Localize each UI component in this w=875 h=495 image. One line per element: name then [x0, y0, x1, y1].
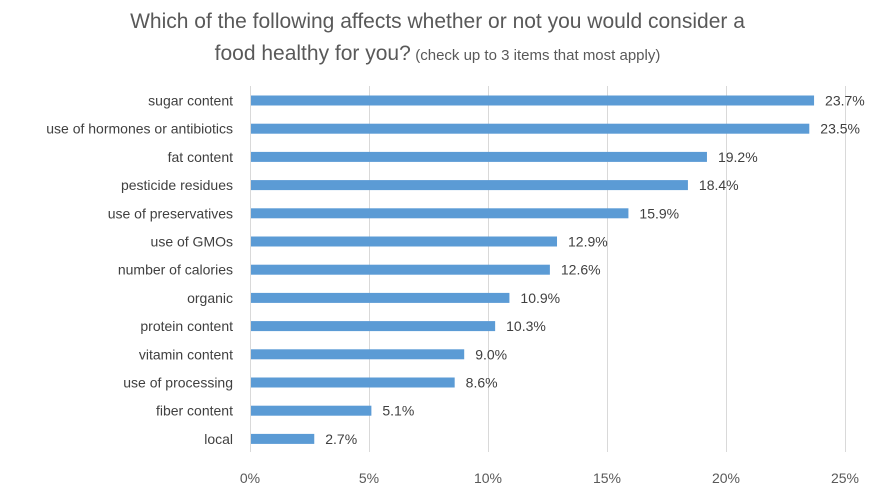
category-label: use of preservatives	[108, 205, 233, 221]
category-label: use of processing	[123, 375, 233, 391]
x-tick-label: 20%	[712, 470, 740, 486]
value-label: 23.5%	[820, 121, 860, 137]
value-label: 10.3%	[506, 318, 546, 334]
value-label: 9.0%	[475, 346, 507, 362]
value-labels: 23.7% 23.5% 19.2% 18.4% 15.9% 12.9% 12.6%10.9%…	[325, 93, 865, 447]
bar	[251, 349, 465, 360]
value-label: 19.2%	[718, 149, 758, 165]
value-label: 15.9%	[639, 205, 679, 221]
category-label: local	[204, 431, 233, 447]
bar	[251, 321, 496, 332]
category-label: use of GMOs	[151, 234, 233, 250]
chart-title-line1: Which of the following affects whether o…	[130, 10, 745, 33]
x-tick-label: 15%	[593, 470, 621, 486]
bar	[251, 151, 707, 162]
x-tick-label: 10%	[474, 470, 502, 486]
category-labels: sugar content use of hormones or antibiot…	[46, 93, 233, 447]
value-label: 18.4%	[699, 177, 739, 193]
value-label: 2.7%	[325, 431, 357, 447]
chart-subtitle: (check up to 3 items that most apply)	[415, 47, 661, 64]
bar	[251, 236, 558, 247]
category-label: pesticide residues	[121, 177, 233, 193]
chart-title: Which of the following affects whether o…	[0, 6, 875, 72]
category-label: sugar content	[148, 93, 233, 109]
category-label: fat content	[168, 149, 233, 165]
x-tick-label: 5%	[359, 470, 379, 486]
value-label: 5.1%	[382, 403, 414, 419]
category-label: organic	[187, 290, 233, 306]
bar	[251, 292, 510, 303]
category-label: protein content	[140, 318, 233, 334]
bar	[251, 180, 688, 191]
value-label: 12.9%	[568, 234, 608, 250]
category-label: vitamin content	[139, 346, 233, 362]
chart-title-line2: food healthy for you?	[214, 42, 411, 65]
x-tick-label: 0%	[240, 470, 260, 486]
bar	[251, 208, 629, 219]
bar	[251, 433, 315, 444]
bar	[251, 95, 815, 106]
x-tick-label: 25%	[831, 470, 859, 486]
category-label: fiber content	[156, 403, 233, 419]
value-label: 8.6%	[466, 375, 498, 391]
value-label: 12.6%	[561, 262, 601, 278]
category-label: number of calories	[118, 262, 233, 278]
bar	[251, 377, 455, 388]
x-axis-tick-labels: 0% 5% 10% 15% 20% 25%	[240, 470, 859, 486]
bar	[251, 123, 810, 134]
bars	[251, 95, 815, 444]
bar	[251, 264, 550, 275]
value-label: 10.9%	[520, 290, 560, 306]
bar	[251, 405, 372, 416]
value-label: 23.7%	[825, 93, 865, 109]
category-label: use of hormones or antibiotics	[46, 121, 233, 137]
